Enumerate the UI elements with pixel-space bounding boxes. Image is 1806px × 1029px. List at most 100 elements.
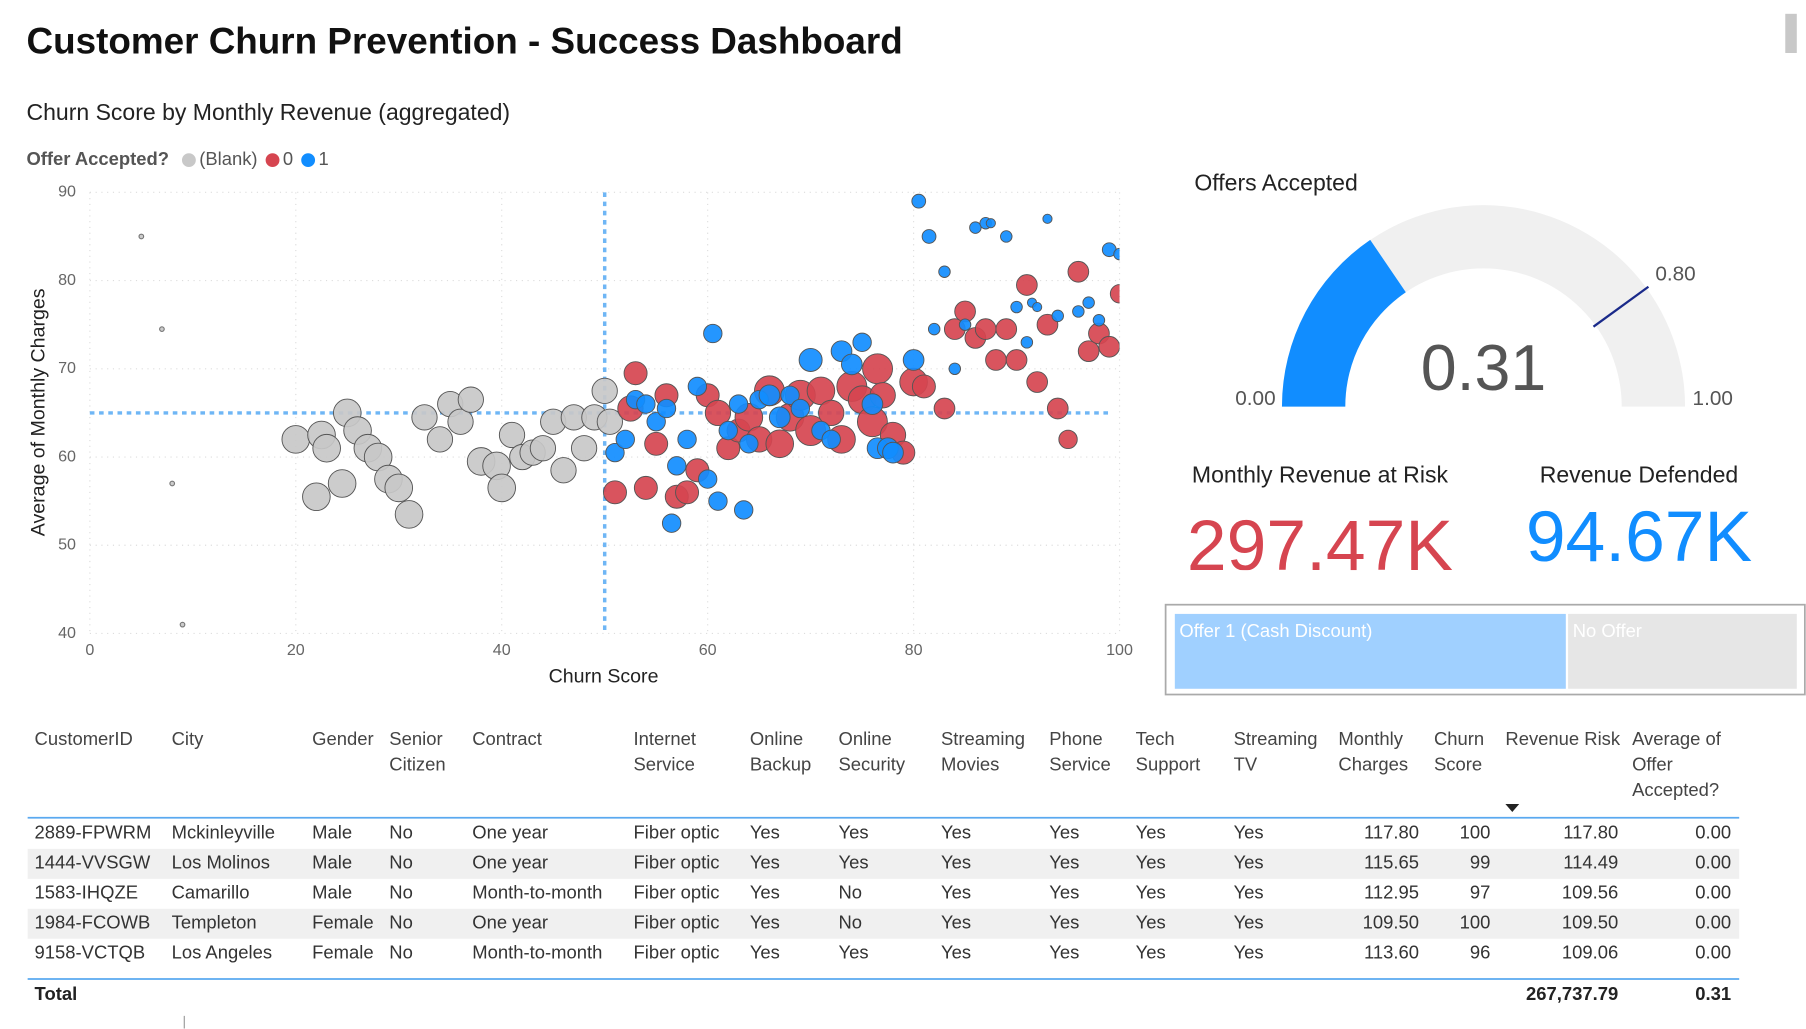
- bubble: [1092, 314, 1106, 327]
- bubble: [605, 442, 625, 463]
- table-cell: Fiber optic: [633, 883, 720, 904]
- table-cell: 100: [1459, 823, 1491, 844]
- legend-marker: [301, 153, 316, 168]
- gauge-target-label: 0.80: [1655, 263, 1695, 286]
- bubble: [1098, 335, 1120, 358]
- bubble: [697, 469, 718, 489]
- bubble: [656, 398, 677, 419]
- card-label: Monthly Revenue at Risk: [1191, 463, 1448, 489]
- bubble: [703, 323, 723, 344]
- x-tick-label: 40: [493, 641, 511, 659]
- y-tick-label: 50: [58, 536, 76, 554]
- bubble: [765, 429, 795, 459]
- table-cell: Yes: [749, 913, 780, 933]
- sort-indicator[interactable]: [1505, 803, 1520, 813]
- scrollbar[interactable]: [1785, 13, 1797, 53]
- table-cell: 0.00: [1695, 883, 1732, 904]
- bubble: [661, 513, 682, 533]
- bubble: [426, 426, 454, 453]
- bubble: [821, 429, 841, 450]
- table-cell: Yes: [1233, 853, 1264, 874]
- x-tick-label: 100: [1106, 641, 1133, 659]
- table-cell: Yes: [941, 913, 972, 933]
- bubble: [806, 376, 836, 406]
- total-revenue-risk: 267,737.79: [1526, 984, 1619, 1005]
- legend-marker: [265, 153, 280, 168]
- bubble: [179, 621, 186, 628]
- table-cell: Yes: [1233, 823, 1264, 844]
- table-cell: No: [389, 883, 413, 904]
- bubble: [138, 233, 145, 240]
- card-value-box: 297.47K: [1159, 507, 1482, 570]
- table-cell: 0.00: [1695, 853, 1732, 874]
- bubble: [1020, 336, 1034, 349]
- x-tick-label: 80: [905, 641, 923, 659]
- table-cell: Yes: [1135, 853, 1166, 874]
- table-cell: 1444-VVSGW: [34, 853, 151, 874]
- treemap-tile: [1174, 613, 1566, 689]
- table-cell: Yes: [1135, 943, 1166, 963]
- table-cell: 1984-FCOWB: [34, 913, 151, 933]
- table-cell: Yes: [838, 823, 869, 844]
- bubble: [1016, 274, 1038, 296]
- card-value: 297.47K: [1186, 506, 1453, 571]
- bubble: [570, 435, 598, 462]
- table-cell: 117.80: [1364, 823, 1420, 844]
- table-cell: Male: [312, 823, 353, 844]
- bubble: [921, 229, 937, 244]
- legend-label: 1: [319, 148, 329, 169]
- table-cell: 109.06: [1561, 943, 1619, 963]
- bubble: [902, 349, 925, 371]
- column-header: Phone Service: [1049, 730, 1111, 776]
- column-header: City: [171, 730, 204, 750]
- bubble: [312, 433, 341, 463]
- bubble: [529, 435, 557, 462]
- bubble: [852, 332, 872, 353]
- bubble: [550, 457, 577, 484]
- y-axis-label: Average of Monthly Charges: [27, 288, 49, 536]
- row-stripe: [27, 848, 1740, 879]
- column-header: Gender: [312, 730, 374, 750]
- table-cell: 2889-FPWRM: [34, 823, 152, 844]
- table-cell: Yes: [1135, 823, 1166, 844]
- legend-label: 0: [283, 148, 293, 169]
- table-cell: 0.00: [1695, 913, 1732, 933]
- bubble: [958, 318, 972, 331]
- gauge-min-label: 0.00: [1235, 387, 1275, 410]
- table-cell: No: [389, 913, 413, 933]
- table-cell: Yes: [1233, 913, 1264, 933]
- table-cell: Yes: [749, 943, 780, 963]
- table-cell: No: [389, 943, 413, 963]
- table-cell: Yes: [941, 823, 972, 844]
- treemap-tile: [1568, 613, 1797, 689]
- bubble: [646, 412, 666, 432]
- table-cell: Fiber optic: [633, 853, 720, 874]
- table-cell: 114.49: [1563, 853, 1619, 874]
- bubble: [862, 353, 893, 385]
- bubble: [758, 384, 781, 407]
- bubble: [974, 318, 997, 340]
- gauge-title: Offers Accepted: [1194, 169, 1357, 195]
- table-cell: No: [838, 883, 863, 904]
- bubble: [818, 399, 845, 427]
- table-cell: Templeton: [171, 913, 257, 933]
- bubble: [302, 482, 331, 512]
- card-value-box: 94.67K: [1478, 498, 1801, 590]
- bubble: [969, 221, 982, 234]
- table-cell: 109.50: [1362, 913, 1420, 933]
- treemap-label: Offer 1 (Cash Discount): [1179, 620, 1372, 641]
- bubble: [798, 348, 823, 372]
- x-axis-label: Churn Score: [549, 665, 659, 687]
- bubble: [1113, 247, 1120, 261]
- bubble: [411, 404, 438, 431]
- y-tick-label: 40: [58, 624, 76, 642]
- treemap-label: No Offer: [1573, 620, 1642, 641]
- bubble: [281, 425, 311, 454]
- bubble: [1000, 230, 1013, 243]
- bubble: [675, 480, 700, 505]
- bubble: [667, 456, 687, 476]
- bubble: [1058, 429, 1078, 450]
- x-tick-label: 60: [699, 641, 717, 659]
- dashboard-title: Customer Churn Prevention - Success Dash…: [26, 21, 902, 62]
